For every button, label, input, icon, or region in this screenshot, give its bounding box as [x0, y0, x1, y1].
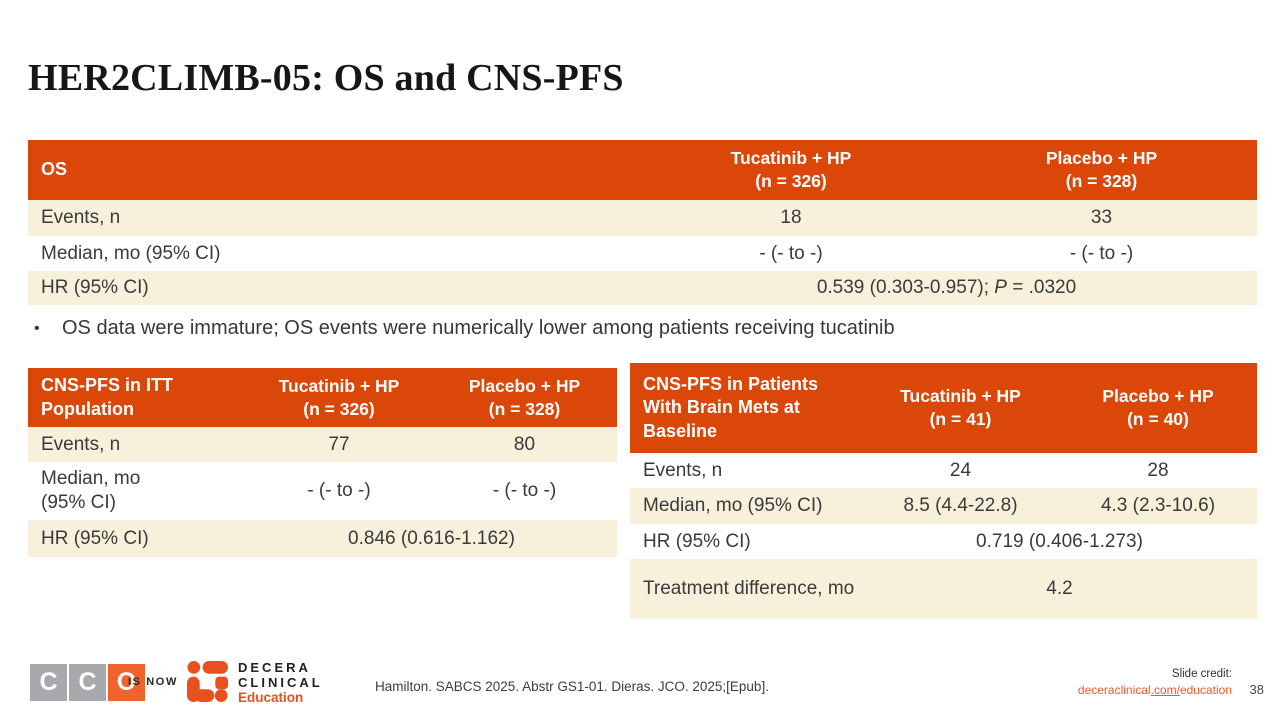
cco-logo-square: O	[108, 664, 145, 701]
cco-logo: C C O	[30, 664, 145, 701]
decera-line: CLINICAL	[238, 674, 323, 690]
col-header-line: Placebo + HP	[1045, 148, 1158, 169]
cell-value: 24	[949, 459, 972, 481]
row-label: Events, n	[41, 433, 121, 455]
cell-value: 80	[513, 433, 536, 455]
slide-credit: Slide credit: deceraclinical.com/educati…	[1078, 667, 1232, 698]
table-row-hr: HR (95% CI) 0.719 (0.406-1.273)	[630, 524, 1257, 559]
col-header-line: (n = 328)	[488, 398, 561, 419]
cco-logo-square: C	[30, 664, 67, 701]
row-label: HR (95% CI)	[41, 527, 149, 549]
table-row-events: Events, n 77 80	[28, 427, 617, 462]
slide-credit-link[interactable]: deceraclinical.com/education	[1077, 683, 1232, 697]
table-row-events: Events, n 24 28	[630, 453, 1257, 488]
itt-col-header-placebo: Placebo + HP (n = 328)	[432, 368, 617, 427]
decera-education-line: Education	[238, 690, 304, 705]
page-title: HER2CLIMB-05: OS and CNS-PFS	[28, 57, 624, 99]
table-row-events: Events, n 18 33	[28, 200, 1257, 236]
cell-value: 33	[1090, 207, 1113, 228]
col-header-line: Tucatinib + HP	[730, 148, 852, 169]
cell-value: - (- to -)	[307, 480, 371, 501]
table-row-hr: HR (95% CI) 0.846 (0.616-1.162)	[28, 520, 617, 557]
cell-value: 77	[328, 433, 350, 455]
col-header-line: Placebo + HP	[468, 375, 581, 396]
is-now-label: IS NOW	[128, 676, 178, 688]
cell-value: 18	[780, 207, 802, 228]
table-row-treatment-difference: Treatment difference, mo 4.2	[630, 559, 1257, 619]
cns-pfs-itt-table: CNS-PFS in ITT Population Tucatinib + HP…	[28, 368, 617, 557]
itt-table-title: CNS-PFS in ITT Population	[41, 375, 173, 419]
cns-pfs-brain-mets-table: CNS-PFS in Patients With Brain Mets at B…	[630, 363, 1257, 619]
row-label: HR (95% CI)	[643, 530, 751, 552]
brain-col-header-placebo: Placebo + HP (n = 40)	[1059, 363, 1257, 453]
cell-value: - (- to -)	[492, 480, 557, 501]
table-row-median: Median, mo (95% CI) - (- to -) - (- to -)	[28, 462, 617, 520]
col-header-line: (n = 326)	[303, 398, 375, 419]
row-label: HR (95% CI)	[41, 277, 149, 299]
decera-pinwheel-icon	[187, 661, 228, 702]
col-header-line: Tucatinib + HP	[900, 386, 1021, 407]
decera-logo: DECERA CLINICAL Education	[187, 660, 323, 705]
itt-table-header: CNS-PFS in ITT Population Tucatinib + HP…	[28, 368, 617, 427]
row-label: Treatment difference, mo	[643, 578, 855, 600]
row-label: Median, mo (95% CI)	[643, 495, 823, 517]
cco-logo-square: C	[69, 664, 106, 701]
col-header-line: Tucatinib + HP	[278, 375, 400, 396]
cell-value: 8.5 (4.4-22.8)	[903, 495, 1018, 516]
row-label: Median, mo (95% CI)	[41, 468, 141, 513]
hr-span-value: 0.719 (0.406-1.273)	[976, 530, 1143, 552]
row-label: Events, n	[41, 207, 121, 229]
hr-value-text: 0.539 (0.303-0.957); P = .0320	[816, 277, 1077, 298]
col-header-line: Placebo + HP	[1102, 386, 1214, 407]
p-value-symbol: P	[994, 277, 1007, 298]
os-col-header-tucatinib: Tucatinib + HP (n = 326)	[636, 140, 946, 200]
col-header-line: (n = 326)	[755, 171, 827, 191]
brain-table-header: CNS-PFS in Patients With Brain Mets at B…	[630, 363, 1257, 453]
itt-col-header-tucatinib: Tucatinib + HP (n = 326)	[246, 368, 432, 427]
brain-col-header-tucatinib: Tucatinib + HP (n = 41)	[862, 363, 1059, 453]
os-table-title: OS	[41, 159, 68, 180]
table-row-median: Median, mo (95% CI) - (- to -) - (- to -…	[28, 236, 1257, 271]
bullet-marker: •	[34, 320, 40, 337]
os-table: OS Tucatinib + HP (n = 326) Placebo + HP…	[28, 140, 1257, 305]
table-row-median: Median, mo (95% CI) 8.5 (4.4-22.8) 4.3 (…	[630, 488, 1257, 524]
cell-value: - (- to -)	[759, 242, 823, 264]
citation-text: Hamilton. SABCS 2025. Abstr GS1-01. Dier…	[375, 679, 769, 694]
col-header-line: (n = 328)	[1065, 171, 1138, 191]
slide-credit-label: Slide credit:	[1171, 668, 1232, 680]
decera-logo-text: DECERA CLINICAL Education	[238, 660, 323, 705]
decera-line: DECERA	[238, 660, 311, 675]
cco-letter: O	[116, 668, 137, 696]
row-label: Median, mo (95% CI)	[41, 242, 221, 264]
cco-letter: C	[78, 668, 97, 696]
row-label: Events, n	[643, 459, 723, 481]
os-col-header-placebo: Placebo + HP (n = 328)	[946, 140, 1257, 200]
col-header-line: (n = 41)	[929, 409, 992, 429]
table-row-hr: HR (95% CI) 0.539 (0.303-0.957); P = .03…	[28, 271, 1257, 305]
os-table-header: OS Tucatinib + HP (n = 326) Placebo + HP…	[28, 140, 1257, 200]
hr-span-value: 0.539 (0.303-0.957); P = .0320	[636, 271, 1257, 305]
treatment-difference-value: 4.2	[1046, 578, 1073, 599]
brain-table-title: CNS-PFS in Patients With Brain Mets at B…	[643, 374, 819, 441]
cell-value: 4.3 (2.3-10.6)	[1100, 495, 1216, 516]
col-header-line: (n = 40)	[1127, 409, 1189, 429]
hr-span-value: 0.846 (0.616-1.162)	[348, 527, 515, 549]
bullet-text: OS data were immature; OS events were nu…	[62, 317, 895, 339]
cell-value: 28	[1147, 459, 1169, 481]
page-number: 38	[1249, 682, 1264, 697]
cell-value: - (- to -)	[1069, 242, 1134, 264]
cco-letter: C	[39, 668, 58, 696]
bullet-point: • OS data were immature; OS events were …	[34, 317, 895, 340]
